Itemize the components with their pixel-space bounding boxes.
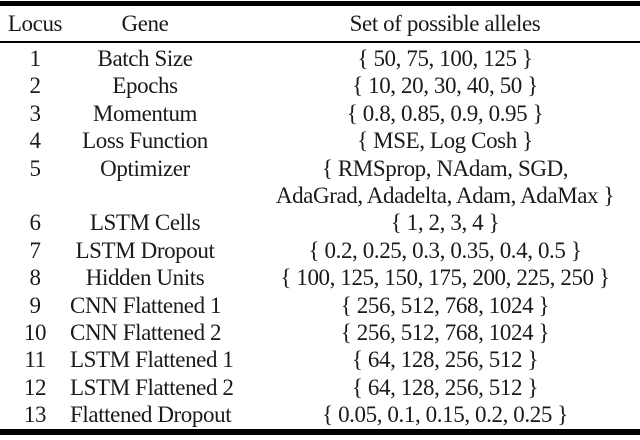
locus-cell: 8 [29, 265, 41, 291]
locus-cell: 6 [29, 210, 41, 236]
alleles-line: { 256, 512, 768, 1024 } [340, 320, 550, 346]
table-row: 5 Optimizer { RMSprop, NAdam, SGD, AdaGr… [0, 155, 640, 210]
gene-cell: Optimizer [100, 155, 190, 181]
locus-cell: 2 [29, 73, 41, 99]
locus-cell: 7 [29, 237, 41, 263]
locus-cell: 1 [29, 46, 41, 71]
column-header-locus: Locus [7, 10, 63, 36]
locus-cell: 12 [23, 374, 47, 400]
gene-cell: Flattened Dropout [70, 402, 232, 428]
bottom-rule [0, 428, 640, 435]
alleles-cell: { 256, 512, 768, 1024 } [220, 292, 640, 319]
alleles-cell: { 1, 2, 3, 4 } [220, 209, 640, 236]
table-body: 1 Batch Size { 50, 75, 100, 125 } 2 Epoc… [0, 43, 640, 429]
alleles-cell: { 64, 128, 256, 512 } [220, 346, 640, 373]
alleles-cell: { 0.2, 0.25, 0.3, 0.35, 0.4, 0.5 } [220, 237, 640, 264]
locus-cell: 10 [23, 320, 47, 346]
gene-cell: LSTM Dropout [75, 237, 215, 263]
gene-cell: Batch Size [97, 46, 193, 71]
table-row: 13 Flattened Dropout { 0.05, 0.1, 0.15, … [0, 401, 640, 428]
gene-cell: LSTM Flattened 2 [70, 374, 234, 400]
table-header-row: Locus Gene Set of possible alleles [0, 6, 640, 41]
alleles-line: { 1, 2, 3, 4 } [390, 210, 500, 236]
table-row: 1 Batch Size { 50, 75, 100, 125 } [0, 45, 640, 72]
table-row: 2 Epochs { 10, 20, 30, 40, 50 } [0, 72, 640, 99]
table-row: 8 Hidden Units { 100, 125, 150, 175, 200… [0, 264, 640, 291]
table-row: 11 LSTM Flattened 1 { 64, 128, 256, 512 … [0, 346, 640, 373]
alleles-line: { 10, 20, 30, 40, 50 } [352, 73, 538, 99]
alleles-cell: { 50, 75, 100, 125 } [220, 45, 640, 72]
header-rule [0, 41, 640, 43]
table-row: 9 CNN Flattened 1 { 256, 512, 768, 1024 … [0, 292, 640, 319]
alleles-line: { RMSprop, NAdam, SGD, [321, 155, 569, 181]
locus-cell: 13 [23, 402, 47, 428]
gene-cell: Loss Function [82, 128, 208, 154]
alleles-line: { 64, 128, 256, 512 } [351, 374, 539, 400]
gene-cell: LSTM Flattened 1 [70, 347, 234, 373]
gene-cell: CNN Flattened 1 [70, 292, 222, 318]
alleles-line: { 256, 512, 768, 1024 } [340, 292, 550, 318]
gene-cell: CNN Flattened 2 [70, 320, 222, 346]
table-row: 6 LSTM Cells { 1, 2, 3, 4 } [0, 209, 640, 236]
alleles-cell: { 64, 128, 256, 512 } [220, 374, 640, 401]
alleles-cell: { 0.05, 0.1, 0.15, 0.2, 0.25 } [220, 401, 640, 428]
table-row: 10 CNN Flattened 2 { 256, 512, 768, 1024… [0, 319, 640, 346]
table-row: 7 LSTM Dropout { 0.2, 0.25, 0.3, 0.35, 0… [0, 237, 640, 264]
alleles-cell: { RMSprop, NAdam, SGD, AdaGrad, Adadelta… [220, 155, 640, 210]
locus-cell: 4 [29, 128, 41, 154]
alleles-cell: { 100, 125, 150, 175, 200, 225, 250 } [220, 264, 640, 291]
alleles-cell: { MSE, Log Cosh } [220, 127, 640, 154]
alleles-line: { 0.05, 0.1, 0.15, 0.2, 0.25 } [322, 402, 568, 428]
alleles-line: AdaGrad, Adadelta, Adam, AdaMax } [275, 183, 615, 209]
alleles-cell: { 256, 512, 768, 1024 } [220, 319, 640, 346]
gene-cell: Hidden Units [85, 265, 205, 291]
alleles-line: { 0.2, 0.25, 0.3, 0.35, 0.4, 0.5 } [308, 237, 582, 263]
locus-cell: 5 [29, 155, 41, 181]
alleles-cell: { 0.8, 0.85, 0.9, 0.95 } [220, 100, 640, 127]
alleles-cell: { 10, 20, 30, 40, 50 } [220, 72, 640, 99]
locus-cell: 9 [29, 292, 41, 318]
gene-cell: Momentum [92, 100, 198, 126]
gene-cell: LSTM Cells [89, 210, 201, 236]
column-header-gene: Gene [121, 10, 169, 36]
alleles-line: { 64, 128, 256, 512 } [351, 347, 539, 373]
alleles-line: { 50, 75, 100, 125 } [357, 46, 533, 71]
gene-cell: Epochs [112, 73, 178, 99]
locus-cell: 11 [24, 347, 46, 373]
table-row: 4 Loss Function { MSE, Log Cosh } [0, 127, 640, 154]
alleles-line: { 100, 125, 150, 175, 200, 225, 250 } [280, 265, 610, 291]
locus-cell: 3 [29, 100, 41, 126]
alleles-line: { MSE, Log Cosh } [357, 128, 533, 154]
alleles-line: { 0.8, 0.85, 0.9, 0.95 } [346, 100, 544, 126]
top-rule [0, 1, 640, 6]
column-header-alleles: Set of possible alleles [349, 10, 541, 36]
table-row: 12 LSTM Flattened 2 { 64, 128, 256, 512 … [0, 374, 640, 401]
table-row: 3 Momentum { 0.8, 0.85, 0.9, 0.95 } [0, 100, 640, 127]
